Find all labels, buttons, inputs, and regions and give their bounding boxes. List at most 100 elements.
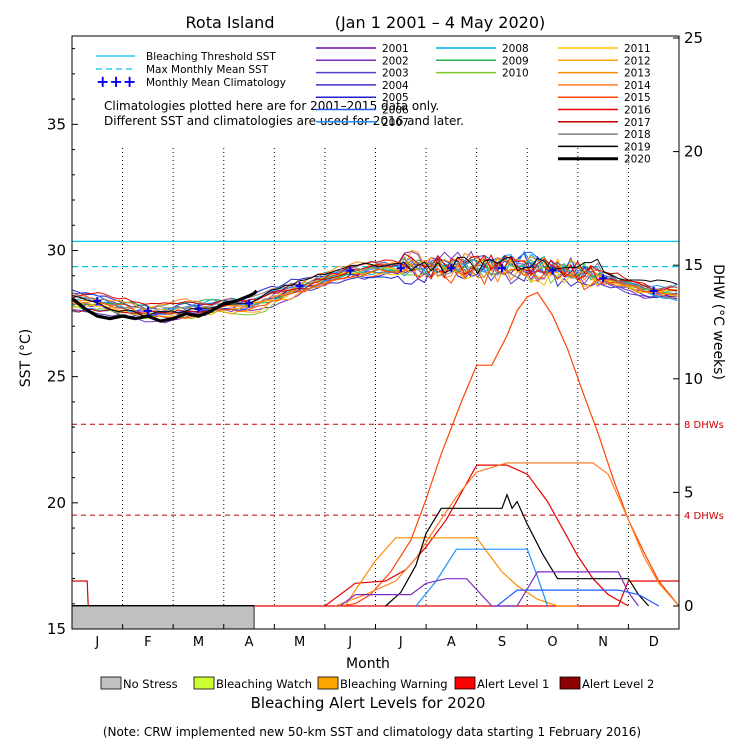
alert-legend-swatch	[193, 676, 215, 690]
right-tick-label: 20	[684, 143, 703, 161]
legend-climatology-label: Monthly Mean Climatology	[146, 77, 286, 89]
month-tick-label: F	[144, 635, 151, 650]
right-tick-label: 15	[684, 256, 703, 274]
axis-ticks: 15 20 25 30 35 0 5 10 15 20 25 J F M A M J J A S O N D	[47, 29, 703, 650]
sst-line-2019	[71, 256, 678, 318]
month-tick-label: S	[498, 635, 506, 650]
year-legend-label-2011: 2011	[624, 43, 651, 55]
legend-climatology-swatch: +++	[96, 72, 136, 91]
dhw-line-2013	[344, 537, 578, 607]
dhw-reference-label: 4 DHWs	[684, 511, 724, 522]
climatology-marker	[346, 266, 355, 275]
right-tick-label: 10	[684, 370, 703, 388]
month-tick-label: J	[94, 635, 99, 650]
legend-threshold-label: Bleaching Threshold SST	[146, 51, 276, 63]
alert-level-bar	[71, 605, 255, 630]
alert-legend-label: No Stress	[123, 677, 178, 691]
climatology-marker	[396, 264, 405, 273]
sst-line-2016	[71, 254, 678, 306]
month-tick-label: D	[649, 635, 659, 650]
dhw-line-2016	[324, 464, 629, 607]
y-axis-label-right: DHW (°C weeks)	[710, 264, 726, 380]
year-legend-label-2017: 2017	[624, 117, 651, 129]
year-legend-label-2020: 2020	[624, 154, 651, 166]
climatology-note-line2: Different SST and climatologies are used…	[104, 114, 464, 128]
sst-line-2020	[70, 289, 258, 323]
year-legend-label-2004: 2004	[382, 80, 409, 92]
climatology-marker	[447, 264, 456, 273]
climatology-marker	[295, 281, 304, 290]
left-tick-label: 30	[47, 241, 66, 259]
monthly-mean-climatology	[93, 264, 658, 316]
alert-legend-label: Alert Level 2	[582, 677, 654, 691]
legend-static: Bleaching Threshold SST Max Monthly Mean…	[96, 51, 464, 128]
alert-legend-swatch	[559, 676, 581, 690]
year-legend-label-2008: 2008	[502, 43, 529, 55]
sst-line-2018	[71, 256, 678, 310]
year-legend-label-2005: 2005	[382, 92, 409, 104]
left-tick-label: 25	[47, 368, 66, 386]
dhw-series	[72, 291, 680, 607]
dhw-line-2014	[334, 462, 680, 607]
year-legend-label-2010: 2010	[502, 68, 529, 80]
climatology-marker	[649, 286, 658, 295]
year-legend-label-2015: 2015	[624, 92, 651, 104]
year-legend-label-2013: 2013	[624, 68, 651, 80]
climatology-marker	[194, 304, 203, 313]
month-tick-label: J	[347, 635, 352, 650]
year-legend-label-2009: 2009	[502, 55, 529, 67]
alert-legend-label: Bleaching Warning	[340, 677, 448, 691]
chart-subtitle: (Jan 1 2001 – 4 May 2020)	[335, 13, 546, 32]
year-legend-label-2006: 2006	[382, 105, 409, 117]
year-legend-label-2007: 2007	[382, 117, 409, 129]
alert-legend-swatch	[100, 676, 122, 690]
sst-series	[70, 249, 678, 324]
year-legend-label-2014: 2014	[624, 80, 651, 92]
alert-legend-swatch	[454, 676, 476, 690]
climatology-marker	[93, 296, 102, 305]
month-tick-label: A	[447, 635, 456, 650]
year-legend-label-2019: 2019	[624, 141, 651, 153]
year-legend-label-2003: 2003	[382, 68, 409, 80]
legend-mmm-label: Max Monthly Mean SST	[146, 64, 269, 76]
alert-legend-label: Alert Level 1	[477, 677, 549, 691]
climatology-marker	[497, 264, 506, 273]
month-tick-label: M	[193, 635, 204, 650]
year-legend-label-2012: 2012	[624, 55, 651, 67]
climatology-marker	[143, 307, 152, 316]
month-tick-label: O	[547, 635, 557, 650]
climatology-marker	[599, 274, 608, 283]
year-legend-label-2016: 2016	[624, 105, 651, 117]
right-tick-label: 0	[684, 597, 694, 615]
dhw-line-2002	[339, 571, 639, 607]
sst-line-2009	[71, 258, 678, 309]
x-axis-label: Month	[346, 656, 390, 672]
climatology-marker	[245, 299, 254, 308]
right-tick-label: 5	[684, 483, 694, 501]
month-tick-label: M	[294, 635, 305, 650]
alert-legend-swatch	[317, 676, 339, 690]
y-axis-label-left: SST (°C)	[18, 329, 34, 387]
month-tick-label: J	[398, 635, 403, 650]
climatology-marker	[548, 266, 557, 275]
year-legend-label-2018: 2018	[624, 129, 651, 141]
sst-line-2001	[71, 256, 678, 317]
year-legend-label-2001: 2001	[382, 43, 409, 55]
alert-legend-title: Bleaching Alert Levels for 2020	[251, 694, 486, 712]
year-legend-label-2002: 2002	[382, 55, 409, 67]
alert-bar-segment	[71, 605, 255, 630]
dhw-line-2015	[340, 291, 680, 607]
month-tick-label: N	[598, 635, 608, 650]
dhw-line-2019	[385, 492, 650, 607]
chart-title: Rota Island	[186, 13, 275, 32]
left-tick-label: 20	[47, 494, 66, 512]
footnote: (Note: CRW implemented new 50-km SST and…	[103, 725, 641, 739]
dhw-line-2017	[72, 580, 679, 607]
alert-legend-label: Bleaching Watch	[216, 677, 312, 691]
left-tick-label: 15	[47, 620, 66, 638]
dhw-line-2007	[415, 548, 549, 607]
month-tick-label: A	[245, 635, 254, 650]
dhw-reference-label: 8 DHWs	[684, 420, 724, 431]
